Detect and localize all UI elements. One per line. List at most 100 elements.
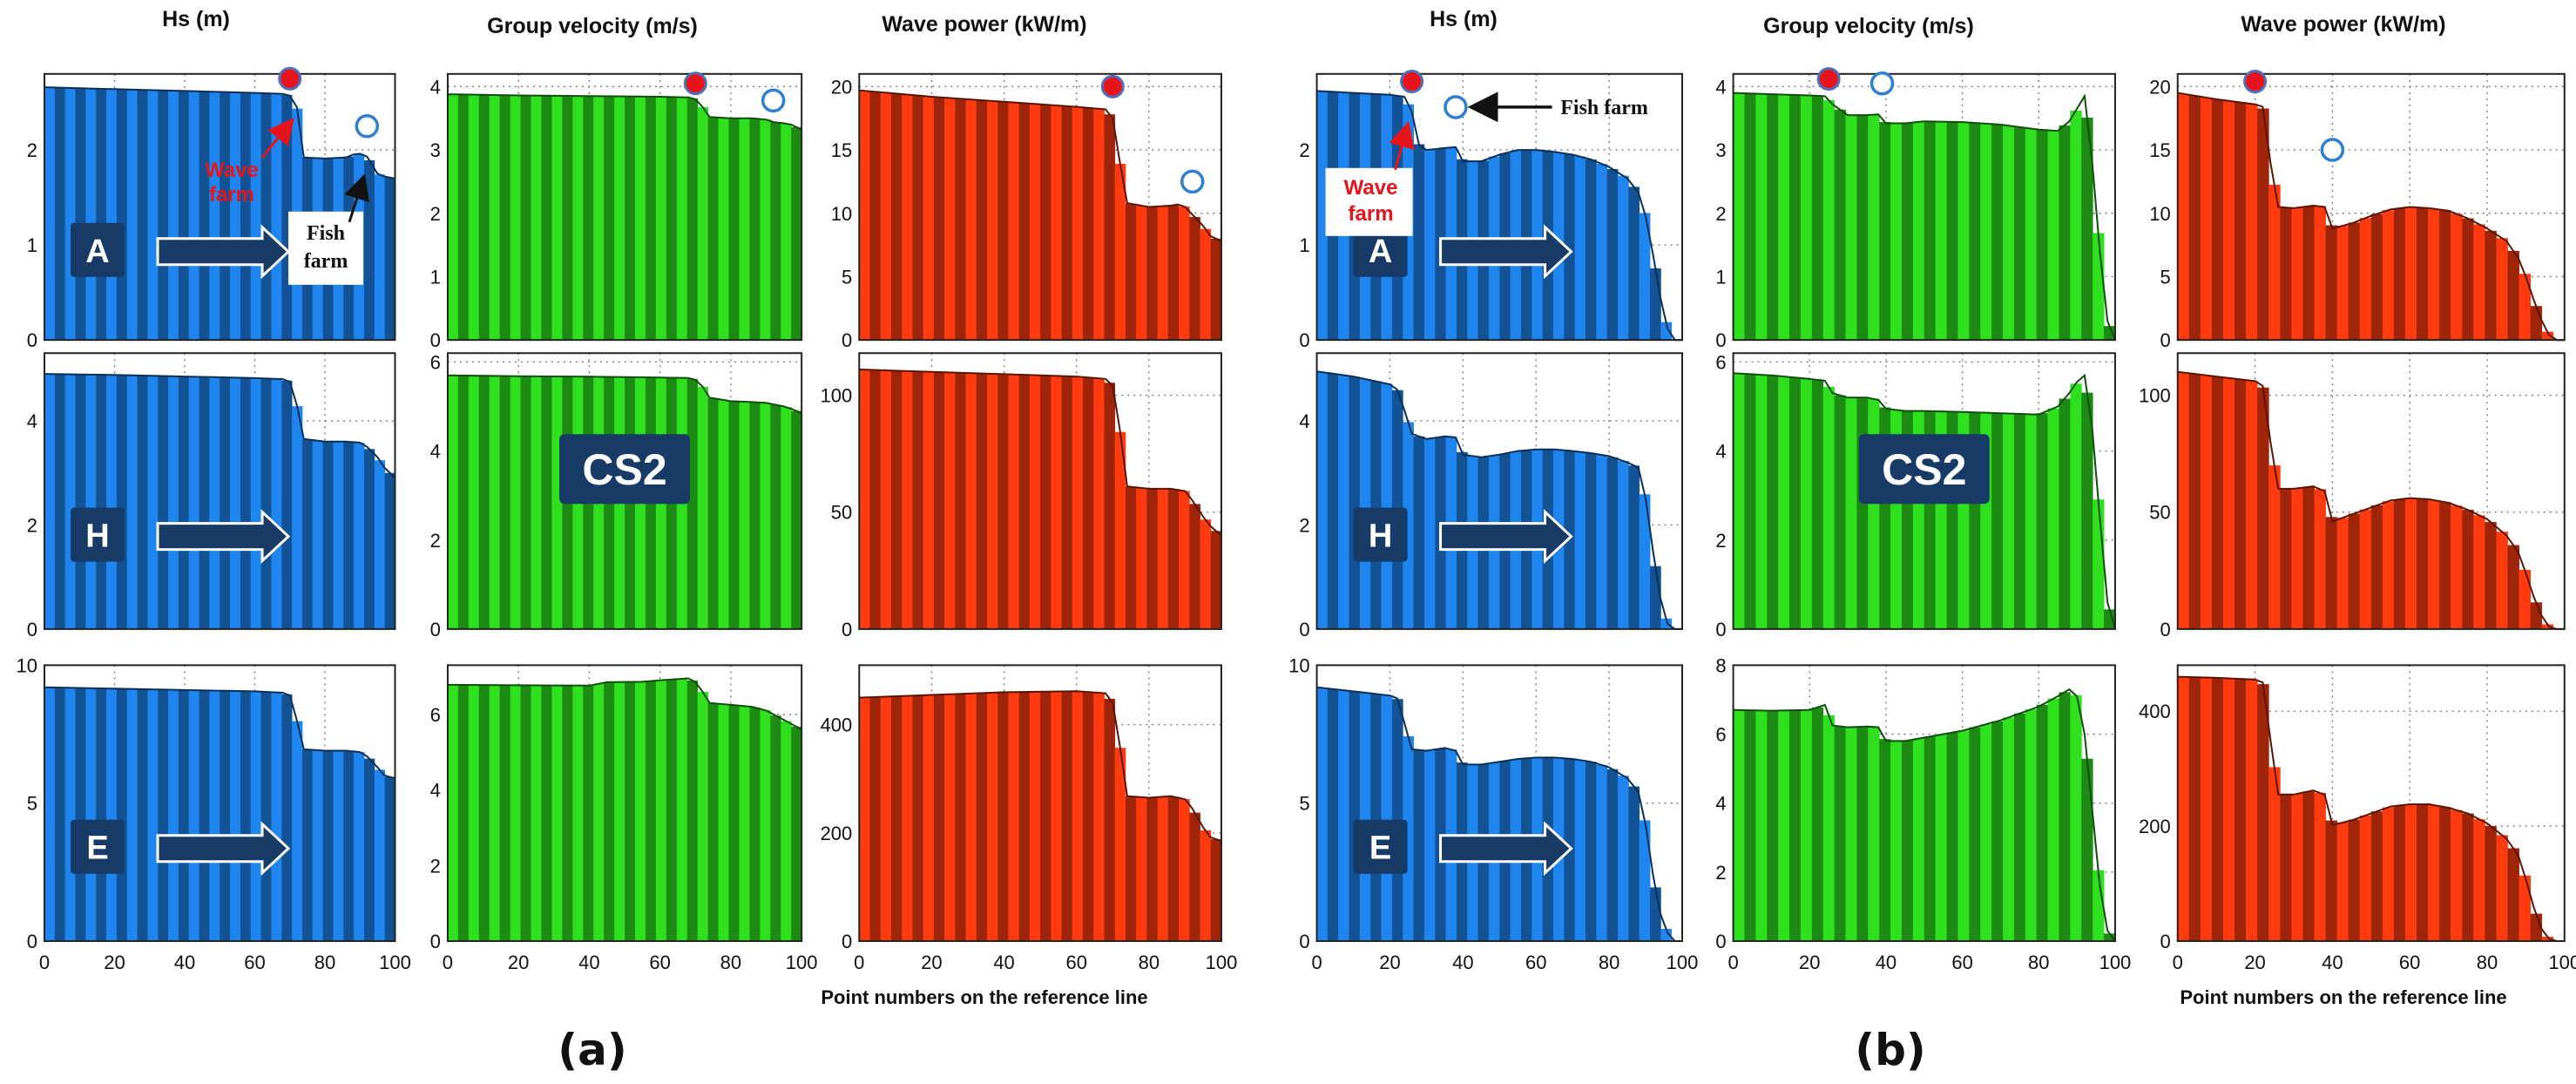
cs2-label-b: CS2	[1858, 434, 1990, 505]
chart-b-a-cg-ytick-label: 1	[1715, 266, 1726, 288]
chart-b-e-cg-bar	[1767, 710, 1779, 942]
chart-b-h-cg-ytick-label: 2	[1715, 530, 1726, 552]
chart-b-h-cg-bar	[2003, 413, 2015, 629]
chart-a-e-power-bar	[1210, 839, 1222, 942]
chart-a-e-cg-bar	[697, 692, 709, 942]
chart-b-e-power-bar	[2222, 678, 2235, 942]
fish-farm-label: Fish	[307, 222, 345, 245]
fish-farm-label: Fish farm	[1560, 97, 1648, 119]
chart-b-a-hs-fish-farm-marker	[1444, 95, 1468, 119]
chart-a-a-hs-bar	[363, 159, 375, 341]
chart-a-e-power-frame	[858, 664, 1222, 943]
chart-b-a-cg-bar	[1834, 109, 1846, 341]
wave-farm-label-bg	[1325, 167, 1413, 236]
chart-a-h-hs-bar	[209, 376, 220, 629]
chart-b-a-power-bar	[2200, 97, 2213, 341]
chart-b-e-power-bar	[2519, 875, 2531, 942]
chart-b-a-power-bar	[2485, 230, 2497, 341]
chart-b-a-hs-bar	[1628, 186, 1640, 341]
chart-a-a-cg-bar	[531, 95, 542, 341]
chart-a-h-hs-bar	[64, 374, 76, 629]
chart-b-e-power: 0 200 400 0 20 40 60 80 100	[2139, 664, 2576, 973]
chart-a-a-cg-bar	[686, 98, 699, 341]
chart-a-h-hs-bar	[384, 472, 396, 629]
chart-b-e-cg-bar	[2104, 933, 2116, 942]
chart-a-a-hs-frame	[44, 72, 396, 342]
chart-b-e-cg-bar	[1946, 732, 1958, 942]
chart-a-h-cg-profile-line	[447, 374, 802, 415]
chart-a-e-hs-bar	[301, 749, 314, 942]
chart-b-e-cg-ytick-label: 0	[1715, 931, 1726, 952]
chart-a-e-hs-xtick-label: 20	[104, 952, 125, 973]
chart-b-e-cg-bar	[1890, 741, 1903, 942]
chart-b-e-power-bar	[2268, 767, 2281, 942]
chart-a-h-cg-bar	[760, 403, 771, 629]
chart-b-e-hs-bar	[1596, 764, 1608, 942]
title-cg-a: Group velocity (m/s)	[487, 14, 698, 38]
chart-a-a-cg-bar	[749, 118, 761, 341]
chart-a-a-power-bar	[1018, 103, 1031, 341]
chart-b-h-hs-ytick-label: 4	[1299, 410, 1309, 432]
chart-a-e-cg-bar	[499, 685, 511, 942]
chart-a-a-power-bar	[965, 99, 977, 341]
chart-a-e-cg-bar	[728, 705, 740, 942]
chart-b-h-cg-profile-line	[1733, 372, 2116, 630]
chart-a-e-cg-bar	[770, 715, 781, 942]
chart-a-e-power-bar	[997, 692, 1009, 942]
chart-a-a-power-bar	[997, 101, 1009, 341]
chart-a-h-hs-bar	[75, 374, 86, 629]
chart-a-e-power-bar	[890, 696, 903, 942]
scenario-label-text: H	[85, 518, 109, 555]
chart-a-e-cg-bar	[791, 726, 802, 942]
chart-b-e-cg-bar	[1800, 709, 1813, 942]
chart-a-h-power-bar	[1179, 491, 1190, 629]
chart-b-e-cg-bar	[1901, 740, 1914, 942]
chart-a-h-cg-bar	[457, 376, 470, 629]
chart-b-e-power-bar	[2177, 676, 2190, 942]
chart-a-h-power-bar	[1008, 374, 1020, 629]
chart-b-e-cg-bar	[1834, 726, 1846, 942]
chart-a-e-hs-profile-line	[44, 686, 396, 780]
chart-a-h-power-bar	[1104, 383, 1116, 629]
chart-a-h-hs-bar	[230, 377, 241, 629]
chart-b-a-power-profile-line	[2177, 91, 2565, 342]
chart-a-a-power-fish-farm-marker	[1180, 169, 1205, 194]
chart-a-h-hs-bar	[168, 376, 179, 629]
cs2-label-box	[1858, 434, 1990, 505]
chart-a-a-hs-bar	[96, 88, 107, 341]
chart-b-e-power-xtick-label: 0	[2173, 952, 2183, 973]
chart-b-e-power-ytick-label: 200	[2139, 816, 2171, 837]
chart-b-h-power-bar	[2177, 372, 2190, 629]
chart-a-h-hs-bar	[96, 375, 107, 629]
chart-b-a-cg-bar	[1879, 122, 1891, 341]
chart-a-e-power-bar	[1029, 691, 1041, 942]
chart-b-h-hs-ytick-label: 2	[1299, 514, 1309, 536]
chart-b-e-power-bar	[2439, 807, 2451, 942]
chart-a-a-cg-bar	[760, 119, 771, 341]
chart-b-a-power-bar	[2314, 206, 2326, 341]
chart-b-e-cg-xtick-label: 80	[2028, 952, 2049, 973]
title-hs-a: Hs (m)	[162, 7, 230, 31]
chart-b-e-power-bar	[2485, 825, 2497, 942]
chart-a-a-cg: 0 1 2 3 4	[430, 71, 803, 351]
chart-b-e-power-bar	[2200, 677, 2213, 942]
chart-a-e-hs-bar	[333, 750, 344, 942]
chart-a-h-hs-bar	[44, 374, 56, 629]
chart-a-e-cg-bar	[489, 685, 501, 942]
chart-a-e-cg-bar	[686, 680, 699, 942]
chart-a-h-power-bar	[1072, 376, 1084, 629]
scenario-label-b-h: H	[1353, 507, 1573, 565]
chart-b-e-cg-bar	[2070, 694, 2082, 942]
chart-b-e-power-bar	[2359, 815, 2372, 942]
chart-a-e-hs-bar	[85, 688, 97, 942]
chart-a-h-hs-bar	[116, 375, 128, 629]
chart-b-h-cg-bar	[2081, 392, 2093, 629]
chart-a-h-cg-frame	[446, 352, 803, 630]
chart-b-e-power-bar	[2325, 820, 2337, 942]
chart-a-h-cg-ytick-label: 0	[430, 619, 441, 640]
chart-a-e-hs-bar	[96, 688, 107, 942]
chart-b-h-hs-bar	[1650, 566, 1661, 629]
chart-b-a-power-ytick-label: 10	[2149, 203, 2170, 225]
chart-a-e-hs-bar	[354, 751, 365, 942]
